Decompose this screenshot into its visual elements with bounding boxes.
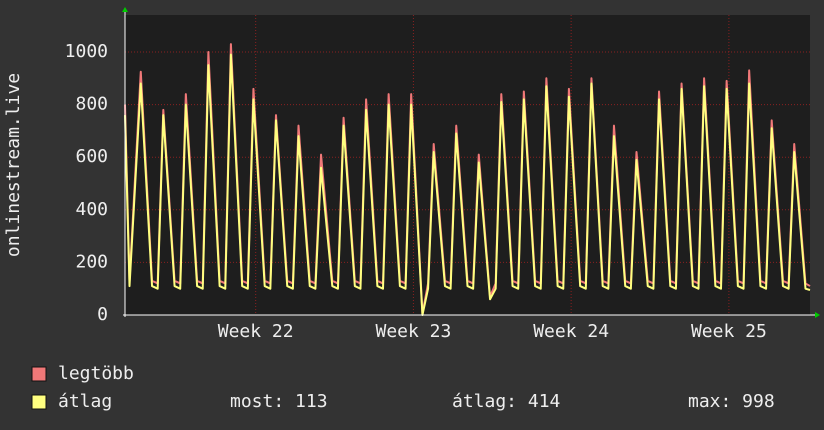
y-tick-label: 400 <box>75 199 108 220</box>
stat-text: max: 998 <box>688 391 775 412</box>
stat-text: átlag: 414 <box>452 391 560 412</box>
stat-text: most: 113 <box>230 391 328 412</box>
x-tick-label: Week 22 <box>218 321 294 342</box>
x-tick-label: Week 23 <box>375 321 451 342</box>
x-axis-arrow <box>815 312 820 318</box>
y-axis-arrow <box>122 7 128 12</box>
legend-label: átlag <box>58 391 112 412</box>
y-tick-label: 1000 <box>65 41 108 62</box>
x-tick-label: Week 24 <box>533 321 609 342</box>
y-axis-label: onlinestream.live <box>3 73 24 257</box>
x-tick-label: Week 25 <box>691 321 767 342</box>
y-tick-label: 0 <box>97 304 108 325</box>
y-tick-label: 800 <box>75 94 108 115</box>
y-tick-label: 600 <box>75 146 108 167</box>
series-line <box>124 53 811 316</box>
legend-swatch <box>31 366 47 382</box>
legend-label: legtöbb <box>58 363 134 384</box>
y-tick-label: 200 <box>75 251 108 272</box>
plot-area <box>125 15 810 315</box>
legend-swatch <box>31 394 47 410</box>
series-line <box>124 43 811 315</box>
